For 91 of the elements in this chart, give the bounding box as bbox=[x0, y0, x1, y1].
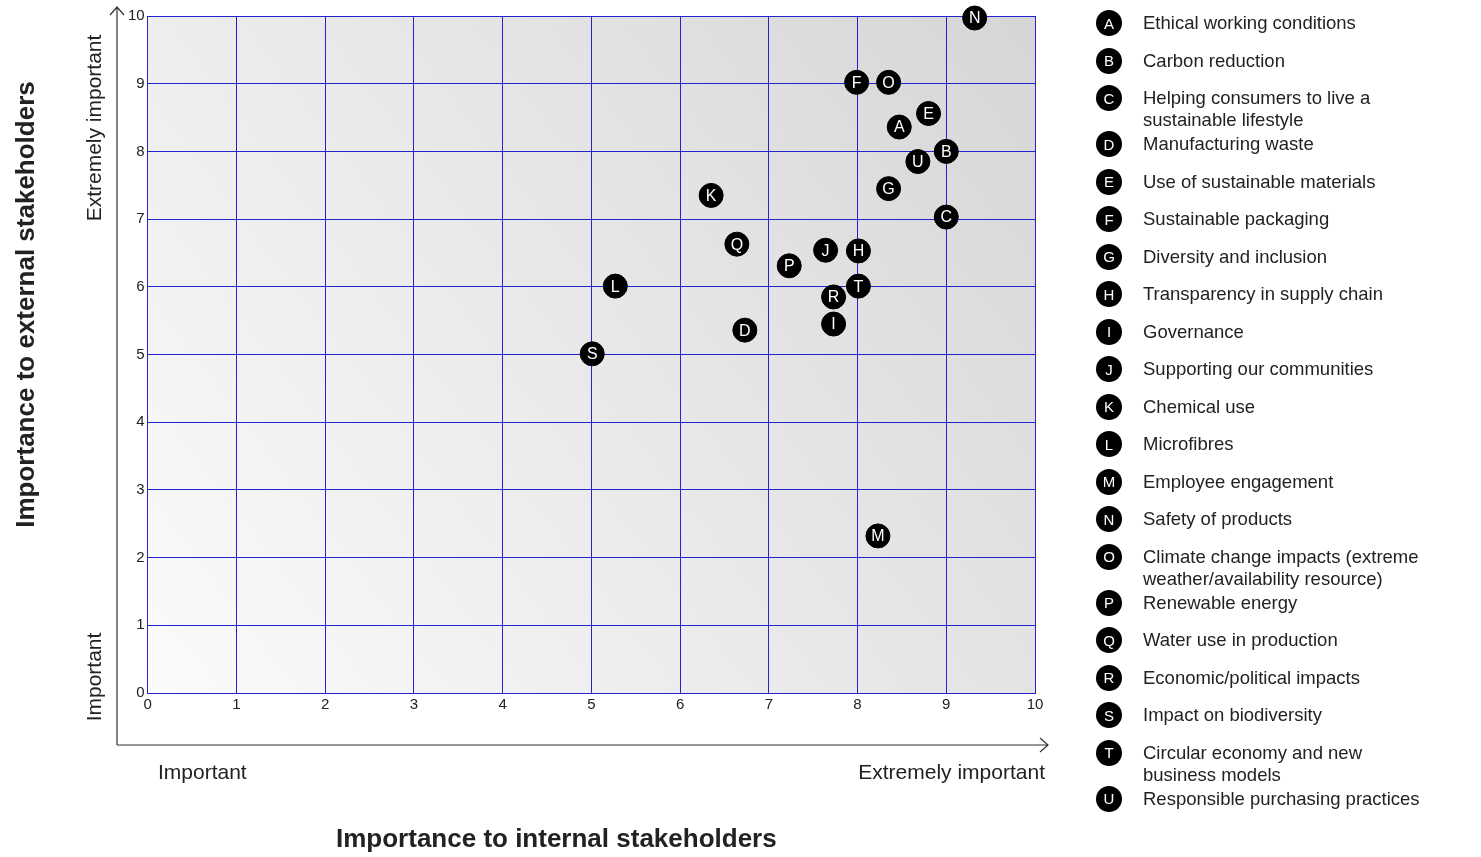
text: N bbox=[1103, 510, 1115, 528]
text: J bbox=[1105, 360, 1113, 378]
legend-label: Climate change impacts (extreme weather/availability resource) bbox=[1143, 544, 1420, 590]
data-label: A bbox=[893, 118, 905, 136]
legend-label: Renewable energy bbox=[1143, 590, 1298, 614]
data-label: K bbox=[705, 186, 717, 204]
text: M bbox=[1102, 473, 1116, 490]
text: R bbox=[1103, 669, 1115, 686]
data-label: H bbox=[852, 242, 865, 260]
data-label: G bbox=[882, 180, 895, 198]
text: A bbox=[1103, 14, 1114, 32]
legend-label: Supporting our communities bbox=[1143, 357, 1374, 380]
x-tick-label: 4 bbox=[498, 695, 507, 713]
y-tick-label: 9 bbox=[136, 73, 145, 91]
data-label: E bbox=[923, 104, 934, 122]
x-tick-label: 7 bbox=[764, 695, 773, 713]
text: G bbox=[1103, 248, 1115, 265]
x-tick-label: 10 bbox=[1026, 695, 1044, 713]
legend-label: Diversity and inclusion bbox=[1143, 244, 1328, 268]
y-tick-label: 4 bbox=[136, 412, 145, 430]
data-label: J bbox=[821, 241, 830, 259]
legend-label: Economic/political impacts bbox=[1143, 665, 1360, 689]
legend-label: Transparency in supply chain bbox=[1143, 282, 1383, 305]
x-tick-label: 6 bbox=[675, 695, 685, 713]
x-axis-title: Importance to internal stakeholders bbox=[336, 823, 777, 854]
legend-label: Microfibres bbox=[1143, 432, 1234, 455]
text: B bbox=[1103, 52, 1114, 69]
text: S bbox=[1103, 706, 1114, 724]
x-tick-label: 5 bbox=[587, 695, 596, 713]
legend-label: Carbon reduction bbox=[1143, 48, 1285, 72]
y-tick-label: 6 bbox=[136, 276, 145, 294]
y-axis-title: Importance to external stakeholders bbox=[10, 81, 41, 528]
data-label: R bbox=[827, 288, 840, 306]
legend-label: Manufacturing waste bbox=[1143, 132, 1314, 155]
x-tick-label: 2 bbox=[320, 695, 330, 713]
text: D bbox=[1103, 135, 1115, 153]
data-label: O bbox=[882, 73, 895, 91]
legend-label: Use of sustainable materials bbox=[1143, 169, 1376, 193]
point bbox=[821, 311, 847, 337]
legend-label: Safety of products bbox=[1143, 507, 1293, 530]
text: C bbox=[1103, 89, 1115, 107]
legend-label: Employee engagement bbox=[1143, 469, 1334, 493]
y-tick-label: 8 bbox=[136, 141, 145, 159]
data-label: M bbox=[871, 527, 885, 545]
legend-label: Impact on biodiversity bbox=[1143, 703, 1322, 726]
legend-label: Governance bbox=[1143, 319, 1244, 343]
y-tick-label: 0 bbox=[136, 683, 145, 701]
data-label: I bbox=[831, 315, 836, 333]
data-label: Q bbox=[730, 235, 744, 253]
text: E bbox=[1103, 173, 1114, 190]
data-label: B bbox=[940, 142, 952, 160]
y-tick-label: 7 bbox=[136, 209, 145, 227]
x-tick-label: 1 bbox=[232, 695, 241, 713]
text: Extremely important bbox=[858, 759, 1046, 783]
data-label: N bbox=[968, 9, 981, 27]
data-label: F bbox=[851, 73, 862, 91]
y-tick-label: 3 bbox=[136, 480, 145, 498]
legend-label: Ethical working conditions bbox=[1143, 11, 1356, 34]
text: H bbox=[1103, 285, 1115, 303]
y-tick-label: 10 bbox=[128, 6, 145, 24]
legend-label: Chemical use bbox=[1143, 394, 1256, 418]
y-tick-label: 1 bbox=[136, 615, 145, 633]
data-label: T bbox=[853, 277, 864, 295]
text: Q bbox=[1103, 631, 1115, 649]
text: U bbox=[1103, 790, 1115, 807]
legend-label: Responsible purchasing practices bbox=[1143, 786, 1420, 810]
text: I bbox=[1106, 323, 1112, 340]
data-label: D bbox=[739, 321, 751, 339]
text: F bbox=[1104, 210, 1114, 228]
y-tick-label: 5 bbox=[136, 344, 145, 362]
legend-label: Water use in production bbox=[1143, 628, 1338, 651]
data-label: L bbox=[610, 277, 620, 295]
data-label: U bbox=[912, 152, 924, 170]
legend-label: Helping consumers to live a sustainable lifestyle bbox=[1143, 86, 1372, 131]
text: Important bbox=[158, 759, 247, 783]
text: Extremely important bbox=[81, 34, 105, 222]
text: O bbox=[1103, 548, 1115, 565]
text: Important bbox=[81, 632, 105, 722]
legend-label: Sustainable packaging bbox=[1143, 207, 1330, 230]
data-label: C bbox=[940, 208, 953, 226]
x-tick-label: 9 bbox=[942, 695, 951, 713]
data-label: P bbox=[783, 257, 795, 275]
y-tick-label: 2 bbox=[136, 547, 145, 565]
x-tick-label: 3 bbox=[409, 695, 419, 713]
text: P bbox=[1103, 594, 1114, 611]
text: T bbox=[1104, 744, 1114, 761]
x-tick-label: 8 bbox=[853, 695, 862, 713]
text: K bbox=[1103, 398, 1114, 415]
legend-label: Circular economy and new business models bbox=[1143, 740, 1364, 786]
data-label: S bbox=[586, 345, 598, 363]
text: L bbox=[1104, 435, 1114, 453]
